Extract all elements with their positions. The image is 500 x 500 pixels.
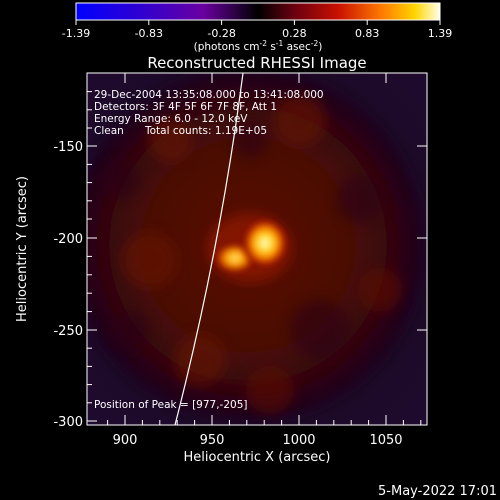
y-tick-label: -300 <box>53 415 83 430</box>
colorbar-gradient <box>75 2 441 21</box>
clean-label: Clean <box>94 125 124 137</box>
y-axis-label: Heliocentric Y (arcsec) <box>15 176 30 322</box>
detectors-text: Detectors: 3F 4F 5F 6F 7F 8F, Att 1 <box>94 101 277 113</box>
energy-range-text: Energy Range: 6.0 - 12.0 keV <box>94 113 248 125</box>
x-axis <box>107 73 422 425</box>
colorbar-ticks <box>75 20 441 25</box>
colorbar-tick-label: -0.28 <box>207 27 235 40</box>
time-range-text: 29-Dec-2004 13:35:08.000 to 13:41:08.000 <box>94 89 324 101</box>
flare-source-peak <box>241 217 289 269</box>
y-tick-label: -150 <box>53 140 83 155</box>
x-tick-label: 1050 <box>369 433 402 448</box>
colorbar-tick-label: -0.83 <box>135 27 163 40</box>
y-tick-label: -250 <box>53 324 83 339</box>
total-counts-text: Total counts: 1.19E+05 <box>144 125 267 137</box>
y-tick-label: -200 <box>53 232 83 247</box>
plot-frame <box>86 72 428 426</box>
footer-date: 5-May-2022 17:01 <box>378 484 497 499</box>
colorbar-unit-label: (photons cm-2 s-1 asec-2) <box>194 39 323 53</box>
solar-limb <box>174 73 244 425</box>
solar-image <box>87 73 427 425</box>
y-axis <box>87 91 427 422</box>
colorbar: -1.39 -0.83 -0.28 0.28 0.83 1.39 (photon… <box>62 2 453 53</box>
x-axis-label: Heliocentric X (arcsec) <box>184 450 331 465</box>
colorbar-tick-label: 1.39 <box>428 27 453 40</box>
colorbar-tick-label: -1.39 <box>62 27 90 40</box>
peak-position-text: Position of Peak = [977,-205] <box>94 399 248 411</box>
x-tick-label: 1000 <box>282 433 315 448</box>
colorbar-tick-label: 0.83 <box>355 27 380 40</box>
info-annotations: 29-Dec-2004 13:35:08.000 to 13:41:08.000… <box>94 89 324 411</box>
x-tick-label: 900 <box>113 433 138 448</box>
x-tick-label: 950 <box>200 433 225 448</box>
colorbar-tick-label: 0.28 <box>282 27 307 40</box>
plot-title: Reconstructed RHESSI Image <box>147 54 366 72</box>
